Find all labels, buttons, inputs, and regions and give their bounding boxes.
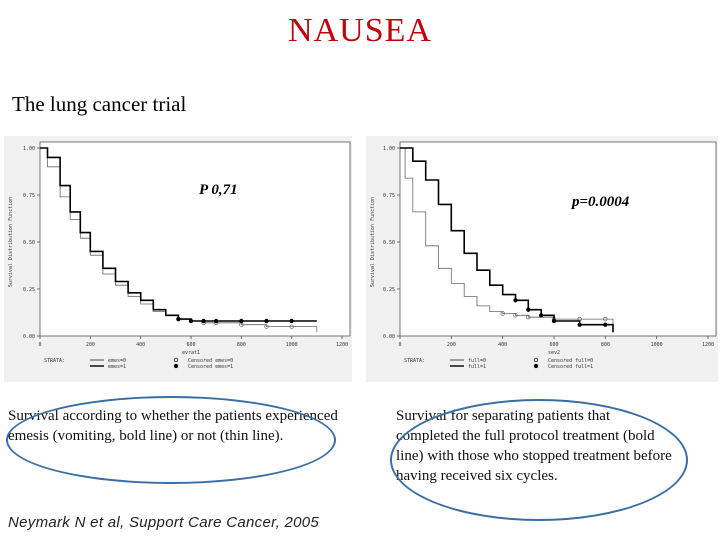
y-tick-label: 1.00 [23, 146, 35, 152]
censor-marker [513, 298, 518, 303]
censor-marker [577, 322, 582, 327]
legend-censor-swatch [173, 363, 179, 369]
x-tick-label: 600 [186, 342, 195, 348]
caption-left: Survival according to whether the patien… [8, 408, 338, 444]
censor-marker [214, 318, 219, 324]
censor-marker [264, 318, 269, 324]
legend-entry: Censored emes=1 [188, 364, 233, 370]
censor-marker [201, 318, 206, 324]
x-tick-label: 600 [549, 342, 558, 348]
y-tick-label: 0.75 [383, 193, 395, 199]
legend-entry: emes=0 [108, 358, 126, 364]
legend-entry: full=1 [468, 364, 486, 370]
y-axis-label: Survival Distribution Function [370, 197, 376, 287]
x-tick-label: 800 [601, 342, 610, 348]
censor-marker [289, 324, 294, 329]
km-plot-right: 0.00 0.25 0.50 0.75 1.00 0 200 400 600 800 1000 120… [370, 141, 717, 370]
km-plot-left: 0.00 0.25 0.50 0.75 1.00 0 200 400 600 800 1000 120… [8, 141, 351, 370]
survival-curve-bold [400, 147, 614, 333]
y-tick-label: 0.25 [383, 287, 395, 293]
censor-marker [551, 318, 557, 324]
x-axis-label: sev2 [548, 350, 560, 356]
km-plot-panel-right: 0.00 0.25 0.50 0.75 1.00 0 200 400 600 800 1000 120… [366, 136, 718, 382]
censor-marker [289, 318, 294, 324]
legend-strata-label: STRATA: [44, 358, 65, 364]
legend-censor-swatch [533, 357, 539, 363]
legend-entry: full=0 [468, 358, 486, 364]
x-tick-label: 0 [38, 342, 41, 348]
plot-frame [39, 141, 351, 337]
legend-entry: Censored full=0 [548, 358, 593, 364]
censor-marker [526, 307, 531, 312]
slide-subtitle: The lung cancer trial [12, 92, 187, 116]
slide-title: NAUSEA [288, 12, 432, 49]
y-tick-label: 0.00 [23, 334, 35, 340]
legend-strata-label: STRATA: [404, 358, 425, 364]
censor-marker [264, 324, 269, 329]
censor-marker [603, 322, 608, 327]
x-tick-label: 1000 [651, 342, 663, 348]
x-tick-label: 400 [498, 342, 507, 348]
x-tick-label: 1200 [702, 342, 714, 348]
y-tick-label: 0.50 [23, 240, 35, 246]
x-tick-label: 400 [136, 342, 145, 348]
x-tick-label: 0 [398, 342, 401, 348]
legend-censor-swatch [533, 363, 539, 369]
y-tick-label: 1.00 [383, 146, 395, 152]
x-tick-label: 200 [447, 342, 456, 348]
x-tick-label: 200 [86, 342, 95, 348]
y-tick-label: 0.00 [383, 334, 395, 340]
x-tick-label: 800 [237, 342, 246, 348]
plot-frame [399, 141, 717, 337]
survival-curve-bold [40, 147, 317, 322]
p-value-left: P 0,71 [199, 182, 238, 198]
censor-marker [539, 313, 544, 318]
censor-marker [188, 318, 194, 324]
censor-marker [239, 318, 244, 324]
p-value-right: p=0.0004 [572, 194, 630, 210]
citation: Neymark N et al, Support Care Cancer, 20… [8, 514, 320, 531]
y-tick-label: 0.25 [23, 287, 35, 293]
x-tick-label: 1200 [336, 342, 348, 348]
km-plot-panel-left: 0.00 0.25 0.50 0.75 1.00 0 200 400 600 800 1000 120… [4, 136, 352, 382]
x-tick-label: 1000 [286, 342, 298, 348]
y-tick-label: 0.50 [383, 240, 395, 246]
censor-marker [513, 313, 518, 318]
censor-marker [176, 316, 181, 322]
y-tick-label: 0.75 [23, 193, 35, 199]
legend-entry: Censored full=1 [548, 364, 593, 370]
legend-censor-swatch [173, 357, 179, 363]
legend-entry: Censored emes=0 [188, 358, 233, 364]
censor-marker [603, 316, 608, 322]
legend-entry: emes=1 [108, 364, 126, 370]
caption-right: Survival for separating patients that co… [396, 408, 672, 484]
y-axis-label: Survival Distribution Function [8, 197, 14, 287]
censor-marker [526, 315, 531, 320]
x-axis-label: evrat1 [182, 350, 200, 356]
censor-marker [500, 311, 505, 316]
